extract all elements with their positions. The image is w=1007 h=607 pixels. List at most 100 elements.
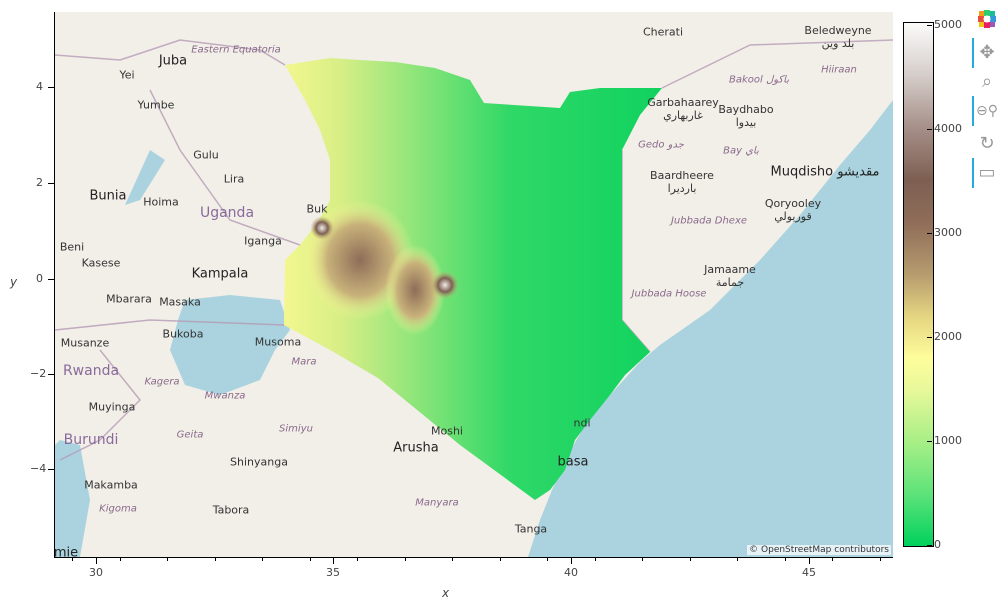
map-place-label: Yei bbox=[119, 68, 135, 82]
x-minor-tick bbox=[832, 558, 834, 561]
map-place-label: Juba bbox=[158, 53, 188, 69]
x-tick bbox=[571, 558, 572, 564]
x-tick bbox=[96, 558, 97, 564]
wheel-zoom-tool-icon[interactable]: ⊖⚲ bbox=[976, 103, 998, 119]
map-place-label: Shinyanga bbox=[230, 455, 288, 469]
map-place-label: Cherati bbox=[642, 25, 684, 39]
y-tick bbox=[48, 183, 54, 184]
indian-ocean bbox=[528, 100, 893, 557]
map-place-label: Baydhabo بيدوا bbox=[718, 103, 774, 129]
x-minor-tick bbox=[357, 558, 359, 561]
y-tick bbox=[48, 469, 54, 470]
box-zoom-tool-icon[interactable]: ⌕ bbox=[981, 71, 993, 92]
map-place-label: Garbahaarey غاربهاري bbox=[647, 96, 719, 122]
colorbar-tick bbox=[927, 129, 932, 130]
map-place-label: Kasese bbox=[81, 256, 121, 270]
map-plot-area[interactable]: Juba Yei Yumbe Gulu Lira Bunia Hoima Uganda Igan… bbox=[55, 12, 893, 557]
map-place-label: Musanze bbox=[60, 336, 110, 350]
x-tick bbox=[333, 558, 334, 564]
x-minor-tick bbox=[452, 558, 454, 561]
colorbar-tick-label: 4000 bbox=[934, 122, 962, 135]
colorbar bbox=[903, 22, 934, 547]
x-tick-label: 30 bbox=[89, 566, 103, 579]
pan-tool-icon[interactable]: ✥ bbox=[979, 42, 995, 63]
x-tick-label: 45 bbox=[802, 566, 816, 579]
x-minor-tick bbox=[309, 558, 311, 561]
y-tick bbox=[48, 87, 54, 88]
map-place-label: Lira bbox=[223, 172, 245, 186]
map-place-label: Muqdisho مقديشو bbox=[770, 164, 880, 180]
map-place-label: Hiiraan bbox=[821, 64, 857, 76]
map-place-label: ndi bbox=[573, 416, 591, 430]
mount-elgon bbox=[310, 216, 334, 240]
colorbar-tick-label: 3000 bbox=[934, 226, 962, 239]
lake-tanganyika bbox=[55, 440, 90, 557]
bokeh-logo-icon[interactable] bbox=[975, 8, 999, 32]
map-place-label: Eastern Equatoria bbox=[191, 44, 281, 56]
map-place-label: Kigoma bbox=[99, 503, 137, 515]
x-minor-tick bbox=[879, 558, 881, 561]
map-place-label: Rwanda bbox=[62, 363, 120, 379]
map-place-label: Geita bbox=[176, 429, 204, 441]
map-place-label: Manyara bbox=[415, 497, 459, 509]
colorbar-tick bbox=[927, 441, 932, 442]
y-axis-line bbox=[54, 12, 55, 558]
x-minor-tick bbox=[737, 558, 739, 561]
map-place-label: Bukoba bbox=[162, 327, 204, 341]
colorbar-tick bbox=[927, 233, 932, 234]
x-minor-tick bbox=[642, 558, 644, 561]
map-place-label: Gulu bbox=[193, 148, 219, 162]
colorbar-tick-label: 0 bbox=[934, 538, 941, 551]
map-place-label: Baardheere بارديرا bbox=[650, 169, 714, 195]
map-place-label: Jubbada Hoose bbox=[631, 288, 707, 300]
map-place-label: Kampala bbox=[191, 266, 249, 282]
map-place-label: Jamaame جمامة bbox=[704, 263, 756, 289]
colorbar-tick bbox=[927, 25, 932, 26]
map-attribution[interactable]: © OpenStreetMap contributors bbox=[747, 545, 891, 555]
x-minor-tick bbox=[262, 558, 264, 561]
map-place-label: Burundi bbox=[63, 432, 119, 448]
x-minor-tick bbox=[547, 558, 549, 561]
map-place-label: Muyinga bbox=[88, 400, 136, 414]
x-axis-label: x bbox=[442, 586, 450, 600]
y-axis-label: y bbox=[10, 275, 18, 289]
map-place-label: Iganga bbox=[244, 234, 282, 248]
map-place-label: Tanga bbox=[514, 522, 548, 536]
kenya-elevation-raster bbox=[284, 58, 662, 500]
map-place-label: Jubbada Dhexe bbox=[670, 215, 748, 227]
colorbar-tick bbox=[927, 545, 932, 546]
colorbar-tick-label: 2000 bbox=[934, 330, 962, 343]
x-tick-label: 40 bbox=[564, 566, 578, 579]
map-place-label: Bunia bbox=[89, 188, 127, 204]
lake-victoria bbox=[170, 295, 290, 395]
y-tick-label: −4 bbox=[30, 462, 47, 475]
x-tick bbox=[809, 558, 810, 564]
x-minor-tick bbox=[499, 558, 501, 561]
map-place-label: Qoryooley قوريولي bbox=[764, 197, 822, 223]
x-tick-label: 35 bbox=[326, 566, 340, 579]
map-place-label: Bay باي bbox=[723, 145, 759, 157]
x-axis-line bbox=[55, 557, 893, 558]
map-place-label: Kagera bbox=[144, 376, 180, 388]
map-place-label: Mbarara bbox=[106, 292, 152, 306]
map-place-label: Moshi bbox=[431, 424, 463, 438]
y-tick-label: 2 bbox=[36, 176, 43, 189]
x-minor-tick bbox=[784, 558, 786, 561]
colorbar-tick-label: 5000 bbox=[934, 18, 962, 31]
x-minor-tick bbox=[594, 558, 596, 561]
hover-tool-icon[interactable]: ▭ bbox=[978, 162, 996, 183]
x-minor-tick bbox=[72, 558, 74, 561]
colorbar-tick bbox=[927, 337, 932, 338]
map-place-label: Simiyu bbox=[279, 423, 313, 435]
map-place-label: Bakool باكول bbox=[728, 74, 790, 86]
y-tick bbox=[48, 279, 54, 280]
lake-albert bbox=[125, 150, 165, 205]
y-tick-label: 4 bbox=[36, 80, 43, 93]
map-place-label: Gedo جدو bbox=[638, 139, 684, 151]
y-tick-label: −2 bbox=[30, 367, 47, 380]
map-place-label: Mwanza bbox=[204, 390, 246, 402]
map-place-label: Beni bbox=[59, 240, 85, 254]
map-place-label: emie bbox=[55, 545, 79, 558]
colorbar-tick-label: 1000 bbox=[934, 434, 962, 447]
reset-tool-icon[interactable]: ↻ bbox=[979, 133, 995, 154]
